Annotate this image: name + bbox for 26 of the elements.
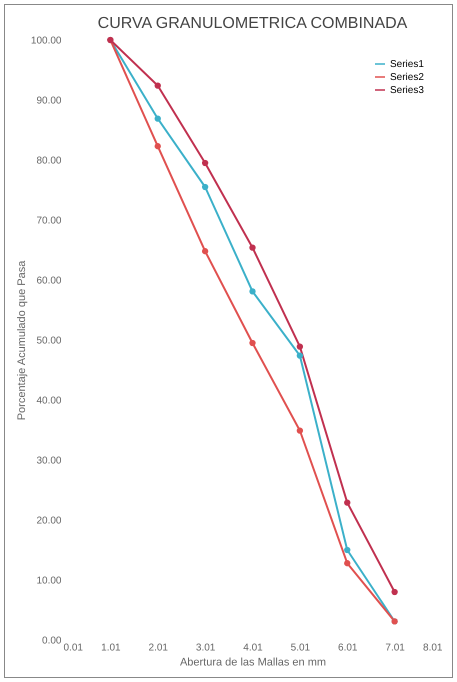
- y-tick-label: 20.00: [36, 516, 62, 526]
- y-tick-label: 10.00: [36, 576, 62, 586]
- y-tick-label: 80.00: [36, 156, 62, 166]
- x-tick-label: 3.01: [196, 642, 216, 654]
- y-tick-label: 60.00: [36, 276, 62, 286]
- y-tick-label: 90.00: [36, 96, 62, 106]
- legend-label: Series2: [390, 72, 424, 83]
- y-tick-label: 40.00: [36, 396, 62, 406]
- x-tick-label: 4.01: [243, 642, 264, 654]
- x-tick-label: 1.01: [101, 642, 122, 654]
- y-axis-title: Porcentaje Acumulado que Pasa: [16, 260, 28, 420]
- legend-label: Series3: [390, 85, 424, 96]
- x-tick-label: 2.01: [148, 642, 168, 654]
- y-tick-label: 0.00: [42, 636, 62, 646]
- legend-label: Series1: [390, 59, 424, 70]
- x-axis-title: Abertura de las Mallas en mm: [180, 656, 326, 668]
- y-tick-label: 30.00: [36, 456, 62, 466]
- x-tick-label: 6.01: [338, 642, 358, 654]
- x-tick-label: 5.01: [290, 642, 311, 654]
- x-tick-label: 8.01: [423, 642, 443, 654]
- x-tick-label: 0.01: [64, 642, 84, 654]
- y-tick-label: 100.00: [30, 36, 62, 46]
- x-tick-label: 7.01: [385, 642, 406, 654]
- chart-title: CURVA GRANULOMETRICA COMBINADA: [98, 15, 408, 32]
- y-tick-label: 70.00: [36, 216, 62, 226]
- y-tick-label: 50.00: [36, 336, 62, 346]
